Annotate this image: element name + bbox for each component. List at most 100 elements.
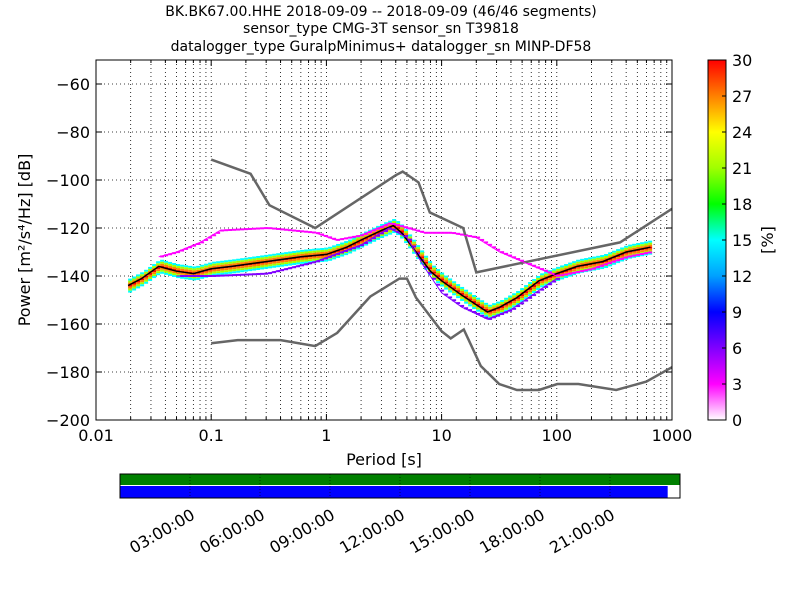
heatmap-cell	[572, 263, 577, 266]
heatmap-cell	[168, 253, 173, 256]
heatmap-cell	[160, 269, 165, 272]
heatmap-cell	[260, 259, 265, 262]
heatmap-cell	[624, 247, 629, 250]
heatmap-cell	[288, 263, 293, 266]
heatmap-cell	[560, 267, 565, 270]
heatmap-cell	[524, 285, 529, 288]
heatmap-cell	[420, 230, 425, 233]
heatmap-cell	[240, 260, 245, 263]
heatmap-cell	[216, 263, 221, 266]
colorbar-tick-label: 6	[732, 339, 742, 358]
heatmap-cell	[368, 237, 373, 240]
heatmap-cell	[488, 317, 493, 320]
heatmap-cell	[528, 294, 533, 297]
x-tick-label: 1	[321, 426, 331, 445]
heatmap-cell	[136, 278, 141, 281]
heatmap-cell	[416, 251, 421, 254]
heatmap-cell	[632, 251, 637, 254]
heatmap-cell	[616, 255, 621, 258]
heatmap-cell	[408, 238, 413, 241]
heatmap-cell	[156, 267, 161, 270]
heatmap-cell	[444, 279, 449, 282]
heatmap-cell	[128, 288, 133, 291]
heatmap-cell	[156, 263, 161, 266]
heatmap-cell	[468, 294, 473, 297]
heatmap-cell	[452, 291, 457, 294]
heatmap-cell	[220, 264, 225, 267]
heatmap-cell	[468, 292, 473, 295]
heatmap-cell	[300, 251, 305, 254]
heatmap-cell	[532, 291, 537, 294]
heatmap-cell	[192, 268, 197, 271]
heatmap-cell	[172, 273, 177, 276]
heatmap-cell	[196, 273, 201, 276]
heatmap-cell	[224, 262, 229, 265]
heatmap-cell	[316, 232, 321, 235]
timeline-coverage-bar	[120, 486, 668, 498]
heatmap-cell	[444, 281, 449, 284]
heatmap-cell	[312, 258, 317, 261]
heatmap-cell	[472, 301, 477, 304]
heatmap-cell	[592, 256, 597, 259]
y-tick-label: −160	[46, 315, 90, 334]
heatmap-cell	[188, 267, 193, 270]
heatmap-cell	[296, 260, 301, 263]
heatmap-cell	[344, 251, 349, 254]
heatmap-cell	[572, 273, 577, 276]
heatmap-cell	[376, 237, 381, 240]
heatmap-cell	[240, 268, 245, 271]
heatmap-cell	[376, 225, 381, 228]
heatmap-cell	[596, 259, 601, 262]
heatmap-cell	[424, 261, 429, 264]
heatmap-cell	[500, 300, 505, 303]
heatmap-cell	[556, 270, 561, 273]
heatmap-cell	[272, 261, 277, 264]
heatmap-cell	[224, 264, 229, 267]
heatmap-cell	[436, 281, 441, 284]
heatmap-cell	[540, 283, 545, 286]
heatmap-cell	[204, 267, 209, 270]
heatmap-cell	[460, 290, 465, 293]
heatmap-cell	[460, 292, 465, 295]
heatmap-cell	[612, 262, 617, 265]
heatmap-cell	[424, 267, 429, 270]
colorbar-tick-label: 24	[732, 123, 752, 142]
heatmap-cell	[472, 295, 477, 298]
heatmap-cell	[320, 251, 325, 254]
heatmap-cell	[200, 268, 205, 271]
heatmap-cell	[552, 278, 557, 281]
heatmap-cell	[196, 243, 201, 246]
heatmap-cell	[160, 271, 165, 274]
y-tick-label: −60	[56, 75, 90, 94]
heatmap-cell	[416, 252, 421, 255]
heatmap-cell	[264, 258, 269, 261]
heatmap-cell	[424, 265, 429, 268]
heatmap-cell	[360, 241, 365, 244]
heatmap-cell	[480, 304, 485, 307]
heatmap-cell	[288, 259, 293, 262]
heatmap-cell	[408, 234, 413, 237]
heatmap-cell	[180, 272, 185, 275]
heatmap-cell	[332, 257, 337, 260]
heatmap-cell	[412, 245, 417, 248]
heatmap-cell	[240, 262, 245, 265]
heatmap-cell	[268, 254, 273, 257]
heatmap-cell	[432, 277, 437, 280]
heatmap-cell	[212, 271, 217, 274]
heatmap-cell	[336, 247, 341, 250]
heatmap-cell	[512, 299, 517, 302]
series-line-2	[176, 227, 558, 320]
heatmap-cell	[620, 247, 625, 250]
heatmap-cell	[548, 278, 553, 281]
heatmap-cell	[432, 267, 437, 270]
heatmap-cell	[600, 255, 605, 258]
heatmap-cell	[260, 267, 265, 270]
heatmap-cell	[300, 257, 305, 260]
colorbar-tick-label: 30	[732, 51, 752, 70]
heatmap-cell	[572, 269, 577, 272]
heatmap-cell	[256, 265, 261, 268]
heatmap-cell	[464, 299, 469, 302]
heatmap-cell	[512, 305, 517, 308]
heatmap-cell	[648, 252, 653, 255]
heatmap-cell	[352, 247, 357, 250]
